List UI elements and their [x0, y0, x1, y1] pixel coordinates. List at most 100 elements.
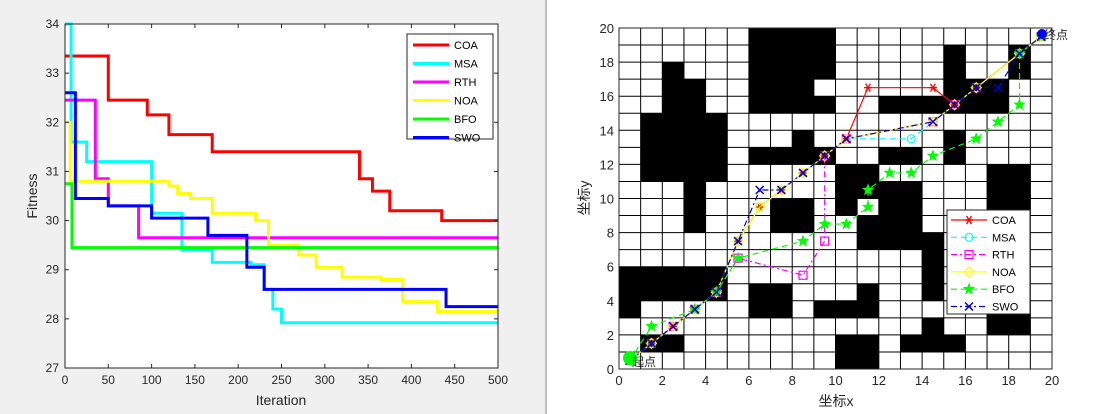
- obstacle-cell: [770, 147, 793, 165]
- obstacle-cell: [748, 147, 771, 165]
- path-point-bfo: [926, 149, 940, 162]
- path-point-bfo: [904, 166, 918, 179]
- path-point-swo: [798, 168, 808, 178]
- path-point-coa: [928, 83, 937, 93]
- obstacle-cell: [792, 28, 815, 46]
- obstacle-cell: [943, 45, 966, 63]
- path-point-swo: [668, 321, 678, 331]
- obstacle-cell: [857, 334, 880, 353]
- path-point-msa: [906, 134, 916, 144]
- map-x-tick-label: 12: [872, 373, 886, 388]
- obstacle-cell: [662, 164, 685, 182]
- obstacle-cell: [619, 283, 641, 302]
- map-x-tick-label: 6: [745, 373, 752, 388]
- map-x-tick-label: 4: [702, 373, 709, 388]
- y-tick-label: 30: [46, 214, 60, 228]
- obstacle-cell: [662, 96, 685, 114]
- x-tick-label: 250: [271, 373, 291, 387]
- obstacle-cell: [748, 62, 771, 80]
- map-y-tick-label: 12: [600, 157, 614, 172]
- map-y-tick-label: 4: [607, 294, 614, 309]
- path-point-bfo: [861, 200, 875, 213]
- obstacle-cell: [987, 317, 1009, 336]
- obstacle-cell: [748, 96, 771, 114]
- path-point-rth: [949, 100, 960, 110]
- obstacle-cell: [770, 79, 793, 97]
- obstacle-cell: [943, 130, 966, 148]
- map-legend-label-noa: NOA: [992, 267, 1017, 279]
- path-point-swo: [733, 236, 743, 246]
- obstacle-cell: [1008, 62, 1031, 80]
- map-legend-marker-coa: [965, 215, 973, 225]
- obstacle-cell: [640, 164, 663, 182]
- obstacle-cell: [662, 283, 685, 302]
- obstacle-cell: [792, 45, 815, 63]
- obstacle-cell: [770, 96, 793, 114]
- obstacle-cell: [748, 45, 771, 63]
- obstacle-cell: [770, 28, 793, 46]
- obstacle-cell: [878, 232, 901, 250]
- obstacle-cell: [900, 96, 923, 114]
- legend-label-swo: SWO: [454, 133, 481, 145]
- convergence-y-axis-label: Fitness: [24, 173, 40, 218]
- y-tick-label: 28: [46, 312, 60, 326]
- path-point-swo: [841, 134, 851, 144]
- obstacle-cell: [770, 300, 793, 319]
- path-point-rth: [820, 151, 830, 161]
- path-point-rth: [646, 338, 657, 349]
- path-point-msa: [798, 168, 808, 178]
- map-y-tick-label: 6: [607, 260, 614, 275]
- obstacle-cell: [922, 266, 945, 285]
- obstacle-cell: [900, 147, 923, 165]
- obstacle-cell: [922, 96, 945, 114]
- path-point-noa: [732, 235, 744, 247]
- obstacle-cell: [878, 147, 901, 165]
- obstacle-cell: [683, 79, 706, 97]
- path-point-rth: [798, 270, 808, 280]
- obstacle-cell: [857, 232, 880, 250]
- path-line-bfo: [629, 36, 1042, 361]
- x-tick-label: 50: [102, 373, 116, 387]
- map-legend-label-bfo: BFO: [992, 284, 1015, 296]
- path-point-coa: [863, 83, 872, 93]
- path-point-swo: [950, 100, 960, 110]
- obstacle-cell: [922, 317, 945, 336]
- obstacle-cell: [857, 164, 880, 182]
- obstacle-cell: [835, 351, 858, 370]
- path-point-bfo: [731, 251, 745, 264]
- obstacle-cell: [683, 130, 706, 148]
- x-tick-label: 100: [142, 373, 162, 387]
- map-y-tick-label: 0: [607, 362, 614, 377]
- end-marker: [1037, 29, 1047, 39]
- path-point-swo: [646, 338, 657, 348]
- obstacle-cell: [662, 62, 685, 80]
- map-y-tick-label: 18: [600, 55, 614, 70]
- map-plot-frame: [618, 27, 1053, 370]
- obstacle-cell: [835, 334, 858, 353]
- obstacle-cell: [1008, 181, 1031, 199]
- obstacle-cell: [878, 215, 901, 233]
- map-y-tick-label: 20: [600, 21, 614, 36]
- map-y-axis-label: 坐标y: [576, 181, 592, 216]
- convergence-line-swo: [65, 91, 498, 309]
- legend-label-rth: RTH: [454, 77, 476, 89]
- obstacle-cell: [813, 62, 836, 80]
- map-legend-marker-bfo: [962, 282, 976, 295]
- map-legend: COA MSA RTH NOA BFO SWO: [946, 209, 1031, 315]
- path-point-bfo: [796, 234, 810, 247]
- obstacle-cell: [835, 181, 858, 199]
- x-tick-label: 350: [358, 373, 378, 387]
- obstacle-cell: [987, 164, 1009, 182]
- path-point-swo: [755, 185, 765, 195]
- obstacle-cell: [662, 113, 685, 131]
- start-marker: [623, 351, 637, 365]
- obstacle-cell: [705, 266, 728, 285]
- y-tick-label: 34: [46, 17, 60, 31]
- obstacle-cell: [683, 215, 706, 233]
- legend-label-bfo: BFO: [454, 114, 477, 126]
- convergence-line-msa: [65, 22, 498, 325]
- obstacle-cell: [900, 215, 923, 233]
- x-tick-label: 500: [488, 373, 508, 387]
- obstacle-cell: [683, 113, 706, 131]
